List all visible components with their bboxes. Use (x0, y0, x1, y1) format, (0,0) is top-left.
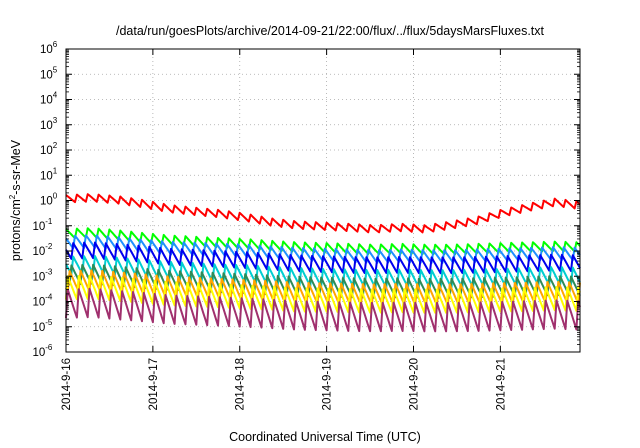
y-tick-label: 10-5 (32, 318, 52, 334)
y-tick-label: 100 (40, 192, 58, 208)
series-line (65, 227, 581, 256)
series-line (65, 193, 581, 234)
y-tick-label: 10-1 (32, 217, 52, 233)
x-tick-label: 2014-9-20 (408, 358, 420, 410)
y-axis-label-units: -s-sr-MeV (9, 139, 23, 195)
series-layer (65, 193, 581, 333)
y-tick-label: 105 (40, 65, 58, 81)
series-line (65, 274, 581, 314)
y-axis-label: protons/cm2-s-sr-MeV (8, 139, 23, 261)
y-tick-exponent: 6 (53, 40, 58, 49)
y-tick-exponent: -1 (45, 217, 53, 226)
x-tick-label: 2014-9-16 (61, 358, 73, 410)
y-axis-label-superscript: 2 (8, 194, 17, 199)
chart-title: /data/run/goesPlots/archive/2014-09-21/2… (116, 24, 545, 38)
y-tick-base: 10 (40, 170, 53, 182)
y-tick-base: 10 (40, 69, 53, 81)
y-tick-base: 10 (32, 246, 45, 258)
x-tick-label: 2014-9-21 (495, 358, 507, 410)
y-tick-base: 10 (40, 44, 53, 56)
y-tick-exponent: 3 (53, 116, 58, 125)
y-tick-label: 10-6 (32, 343, 52, 359)
y-axis-ticks: 10-610-510-410-310-210-11001011021031041… (32, 40, 580, 359)
y-tick-base: 10 (32, 271, 45, 283)
y-tick-base: 10 (32, 347, 45, 359)
y-tick-exponent: 1 (53, 166, 58, 175)
series-line (65, 241, 581, 275)
y-tick-base: 10 (40, 95, 53, 107)
y-tick-exponent: 0 (53, 192, 58, 201)
x-axis-ticks: 2014-9-16 2014-9-17 2014-9-18 2014-9-19 2014… (61, 49, 507, 410)
y-tick-base: 10 (40, 120, 53, 132)
y-tick-label: 106 (40, 40, 58, 56)
y-tick-exponent: -3 (45, 267, 53, 276)
y-tick-label: 104 (40, 91, 58, 107)
y-tick-base: 10 (32, 221, 45, 233)
y-tick-base: 10 (40, 145, 53, 157)
series-line (65, 287, 581, 333)
series-line (65, 269, 581, 307)
x-axis-label: Coordinated Universal Time (UTC) (229, 430, 421, 444)
y-axis-label-main: protons/cm (9, 199, 23, 261)
y-tick-base: 10 (32, 297, 45, 309)
y-tick-exponent: -2 (45, 242, 53, 251)
y-tick-exponent: 2 (53, 141, 58, 150)
y-tick-label: 102 (40, 141, 58, 157)
y-tick-label: 101 (40, 166, 58, 182)
y-tick-exponent: 4 (53, 91, 58, 100)
y-tick-base: 10 (32, 322, 45, 334)
x-tick-label: 2014-9-18 (235, 358, 247, 410)
y-tick-label: 10-4 (32, 293, 52, 309)
y-tick-exponent: -4 (45, 293, 53, 302)
y-tick-label: 10-2 (32, 242, 52, 258)
x-tick-label: 2014-9-17 (148, 358, 160, 410)
x-tick-label: 2014-9-19 (322, 358, 334, 410)
y-tick-label: 10-3 (32, 267, 52, 283)
y-tick-exponent: 5 (53, 65, 58, 74)
y-tick-base: 10 (40, 196, 53, 208)
y-tick-exponent: -6 (45, 343, 53, 352)
y-tick-exponent: -5 (45, 318, 53, 327)
y-tick-label: 103 (40, 116, 58, 132)
